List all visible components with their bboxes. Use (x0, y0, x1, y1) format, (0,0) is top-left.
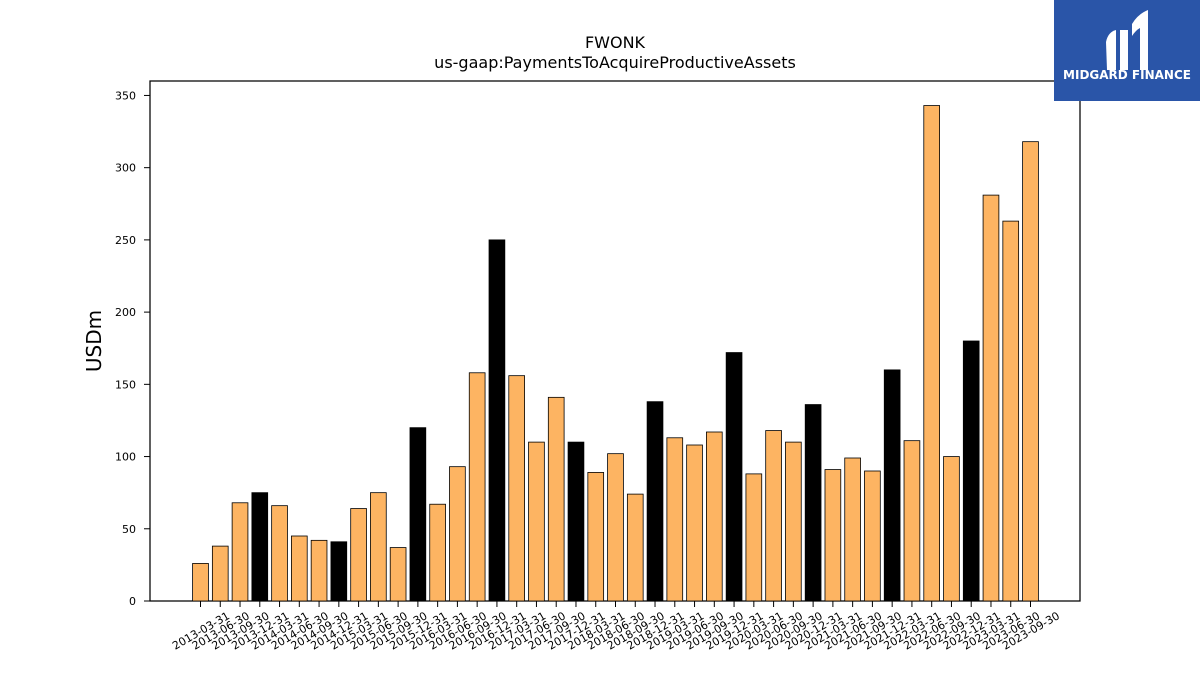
y-tick-label: 100 (115, 451, 136, 464)
brand-mark-icon (1106, 10, 1148, 70)
bar-2015-03-31 (350, 508, 367, 602)
bar-2017-09-30 (547, 396, 565, 602)
y-axis-ticks: 0 50 100 150 200 250 300 350 (115, 89, 150, 608)
bar-series (192, 105, 1039, 602)
bar-2014-06-30 (291, 535, 308, 602)
bar-2022-12-31 (962, 340, 980, 602)
y-tick-label: 300 (115, 162, 136, 175)
bar-2019-06-30 (686, 444, 703, 602)
bar-2018-09-30 (626, 493, 644, 602)
bar-2018-03-31 (587, 472, 605, 602)
bar-2021-03-31 (824, 469, 842, 602)
chart-subtitle: us-gaap:PaymentsToAcquireProductiveAsset… (434, 53, 796, 72)
bar-2023-03-31 (982, 194, 1000, 602)
bar-2016-06-30 (449, 466, 466, 602)
brand-logo: MIDGARD FINANCE (1054, 0, 1200, 101)
bar-2020-09-30 (785, 441, 802, 602)
bar-2013-09-30 (231, 502, 249, 602)
y-axis-label: USDm (82, 310, 106, 372)
y-tick-label: 50 (122, 523, 136, 536)
bar-2022-03-31 (903, 440, 921, 602)
bar-2020-06-30 (765, 430, 782, 602)
bar-2021-12-31 (883, 369, 901, 602)
bar-2022-09-30 (943, 456, 960, 602)
bar-2023-09-30 (1022, 141, 1039, 602)
bar-2018-12-31 (646, 401, 664, 602)
y-tick-label: 350 (115, 89, 136, 102)
brand-name: MIDGARD FINANCE (1063, 68, 1191, 82)
bar-2017-12-31 (567, 441, 585, 602)
bar-2013-03-31 (192, 563, 209, 602)
bar-2014-09-30 (310, 539, 328, 602)
bar-2017-06-30 (528, 441, 545, 602)
bar-2014-12-31 (330, 541, 348, 602)
bar-2014-03-31 (271, 505, 288, 602)
y-tick-label: 0 (129, 595, 136, 608)
bar-2020-12-31 (804, 404, 822, 602)
bar-2013-12-31 (251, 492, 269, 602)
bar-2016-12-31 (488, 239, 506, 602)
bar-2020-03-31 (745, 473, 763, 602)
bar-2023-06-30 (1002, 220, 1020, 602)
bar-2017-03-31 (508, 375, 525, 602)
bar-2015-12-31 (409, 427, 427, 602)
bar-2016-03-31 (429, 503, 446, 602)
bar-2018-06-30 (607, 453, 624, 602)
x-axis-ticks: 2013-03-312013-06-302013-09-302013-12-31… (170, 601, 1062, 653)
bar-2021-09-30 (864, 470, 881, 602)
bar-2019-09-30 (706, 431, 723, 602)
bar-2022-06-30 (923, 105, 940, 602)
bar-2016-09-30 (468, 372, 486, 602)
y-tick-label: 250 (115, 234, 136, 247)
bar-2021-06-30 (844, 457, 861, 602)
chart-title: FWONK (585, 33, 646, 52)
bar-2015-09-30 (389, 547, 407, 602)
y-tick-label: 150 (115, 378, 136, 391)
bar-2013-06-30 (211, 545, 229, 602)
bar-2019-12-31 (725, 352, 743, 602)
y-tick-label: 200 (115, 306, 136, 319)
bar-2019-03-31 (666, 437, 684, 602)
bar-2015-06-30 (370, 492, 387, 602)
